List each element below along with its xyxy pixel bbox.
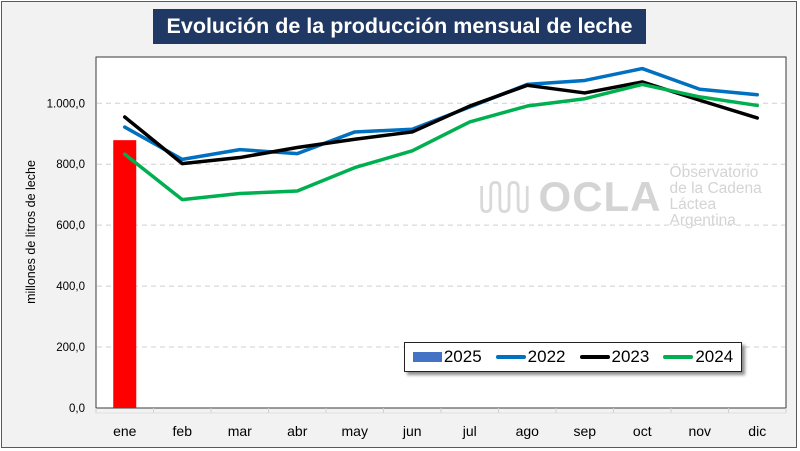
legend-swatch xyxy=(663,355,694,359)
bar-2025-ene xyxy=(113,140,137,408)
x-tick-label: jun xyxy=(402,423,422,439)
x-tick-label: ene xyxy=(113,423,137,439)
x-tick-label: may xyxy=(342,423,368,439)
x-tick-label: nov xyxy=(688,423,711,439)
watermark-line: de la Cadena Láctea xyxy=(669,180,762,213)
legend-label: 2023 xyxy=(611,347,650,366)
ocla-watermark: OCLA Observatorio de la Cadena Láctea Ar… xyxy=(478,165,800,229)
x-tick-label: sep xyxy=(573,423,596,439)
y-axis-ticks: 0,0 200,0 400,0 600,0 800,0 1.000,0 xyxy=(47,98,85,415)
x-axis-ticks: ene feb mar abr may jun jul ago sep oct nov dic xyxy=(95,408,787,439)
x-tick-label: feb xyxy=(173,423,193,439)
legend-label: 2025 xyxy=(443,347,482,366)
y-axis-label: millones de litros de leche xyxy=(24,160,38,304)
x-tick-label: dic xyxy=(748,423,766,439)
y-tick-label: 600,0 xyxy=(56,220,85,232)
watermark-brand: OCLA xyxy=(538,173,662,220)
y-tick-label: 1.000,0 xyxy=(47,98,85,110)
x-tick-label: jul xyxy=(462,423,477,439)
legend-item-2023: 2023 xyxy=(579,347,650,367)
watermark-line: Argentina xyxy=(669,212,736,229)
watermark-text: Observatorio de la Cadena Láctea Argenti… xyxy=(670,165,800,229)
legend-swatch xyxy=(495,355,526,359)
chart-title: Evolución de la producción mensual de le… xyxy=(153,9,646,44)
x-tick-label: abr xyxy=(287,423,308,439)
legend-label: 2024 xyxy=(695,347,734,366)
line-series-2024 xyxy=(123,82,759,202)
x-tick-label: ago xyxy=(516,423,540,439)
x-tick-label: oct xyxy=(633,423,652,439)
x-tick-label: mar xyxy=(228,423,252,439)
legend-item-2022: 2022 xyxy=(495,347,566,367)
y-tick-label: 400,0 xyxy=(56,281,85,293)
watermark-line: Observatorio xyxy=(669,164,759,181)
y-tick-label: 200,0 xyxy=(56,342,85,354)
legend-item-2024: 2024 xyxy=(663,347,733,367)
bar-series xyxy=(113,140,137,408)
y-tick-label: 0,0 xyxy=(69,403,85,415)
legend-item-2025: 2025 xyxy=(412,347,482,367)
line-series xyxy=(123,66,759,202)
legend-label: 2022 xyxy=(527,347,566,366)
legend-swatch xyxy=(579,355,610,359)
chart-legend: 2025 2022 2023 2024 xyxy=(404,342,742,372)
ocla-logo-icon xyxy=(480,181,529,213)
y-tick-label: 800,0 xyxy=(56,159,85,171)
legend-swatch xyxy=(412,352,442,362)
